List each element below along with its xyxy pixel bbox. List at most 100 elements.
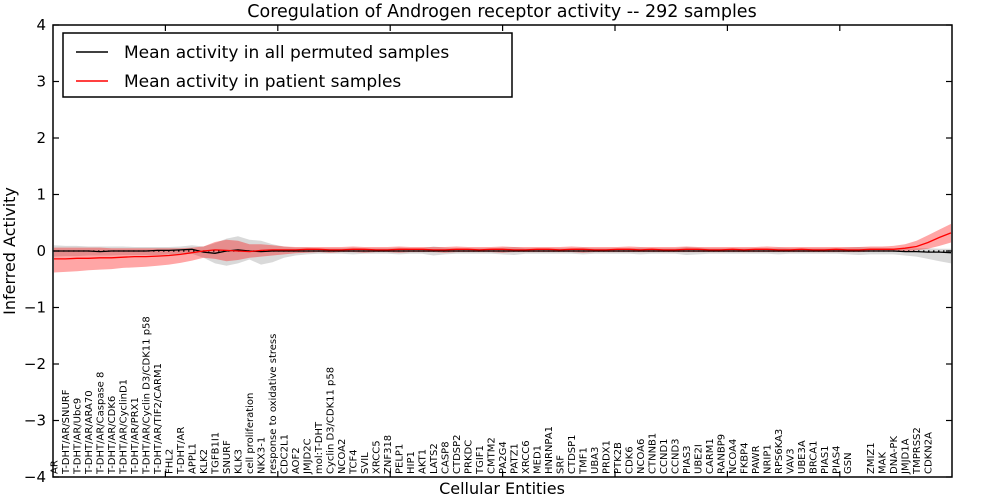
x-tick-label: AR bbox=[50, 460, 61, 474]
x-tick-label: cell proliferation bbox=[245, 393, 256, 474]
x-tick-label: CDK6 bbox=[625, 446, 636, 474]
legend-label-permuted: Mean activity in all permuted samples bbox=[124, 43, 449, 63]
x-tick-label: AOF2 bbox=[291, 447, 302, 474]
x-tick-label: T-DHT/AR/CDK6 bbox=[107, 396, 118, 475]
x-tick-label: PRKDC bbox=[464, 440, 475, 474]
x-tick-label: T-DHT/AR/PRX1 bbox=[130, 397, 141, 475]
y-tick-label: 3 bbox=[36, 73, 46, 91]
x-tick-label: CMTM2 bbox=[487, 437, 498, 474]
x-tick-label: CTNNB1 bbox=[648, 433, 659, 474]
legend-label-patient: Mean activity in patient samples bbox=[124, 72, 401, 92]
y-tick-label: −1 bbox=[24, 299, 46, 317]
x-tick-label: RANBP9 bbox=[717, 434, 728, 474]
x-tick-label: PELP1 bbox=[395, 444, 406, 474]
x-tick-label: MAK bbox=[878, 452, 889, 474]
x-tick-label: SVIL bbox=[360, 452, 371, 474]
x-tick-label: HIP1 bbox=[406, 451, 417, 474]
legend-box bbox=[62, 32, 513, 98]
patient-band bbox=[54, 223, 951, 273]
x-tick-label: LATS2 bbox=[429, 443, 440, 474]
y-tick-label: −4 bbox=[24, 468, 46, 486]
x-tick-label: CTDSP1 bbox=[567, 434, 578, 474]
x-tick-label: BRCA1 bbox=[809, 441, 820, 475]
x-tick-label: FHL2 bbox=[165, 449, 176, 474]
x-tick-label: Cyclin D3/CDK11 p58 bbox=[326, 367, 337, 474]
y-tick-label: −3 bbox=[24, 412, 46, 430]
x-tick-label: NKX3-1 bbox=[257, 437, 268, 474]
x-tick-label: NCOA4 bbox=[728, 439, 739, 474]
x-tick-label: TCF4 bbox=[349, 449, 360, 475]
x-tick-label: T-DHT/AR/ARA70 bbox=[84, 390, 95, 475]
axis-ticks bbox=[53, 24, 952, 478]
x-tick-label: AKT1 bbox=[418, 449, 429, 474]
x-tick-label: CCND1 bbox=[659, 438, 670, 474]
x-tick-label: UBE3A bbox=[797, 440, 808, 474]
x-tick-label: XRCC5 bbox=[372, 440, 383, 474]
x-tick-label: MED1 bbox=[533, 445, 544, 474]
x-tick-label: PRDX1 bbox=[602, 440, 613, 474]
x-tick-label: SNURF bbox=[222, 440, 233, 474]
chart-title: Coregulation of Androgen receptor activi… bbox=[247, 2, 756, 22]
x-tick-label: UBA3 bbox=[590, 447, 601, 474]
x-tick-label: APPL1 bbox=[188, 443, 199, 474]
x-tick-label: T-DHT/AR/CyclinD1 bbox=[119, 379, 130, 475]
x-tick-label: mol:T-DHT bbox=[314, 421, 325, 474]
x-tick-label: CCND3 bbox=[671, 438, 682, 474]
x-tick-label: KLK2 bbox=[199, 449, 210, 474]
x-tick-label: CDC2L1 bbox=[280, 434, 291, 474]
x-tick-label: T-DHT/AR/SNURF bbox=[61, 389, 72, 475]
plot-frame bbox=[52, 24, 953, 478]
x-tick-label: NCOA6 bbox=[636, 439, 647, 474]
y-tick-label: 2 bbox=[36, 129, 46, 147]
x-axis-label: Cellular Entities bbox=[439, 479, 565, 498]
x-tick-label: PIAS4 bbox=[832, 445, 843, 474]
x-tick-label: PIAS1 bbox=[820, 445, 831, 474]
x-tick-label: ZNF318 bbox=[383, 435, 394, 474]
x-tick-label: VAV3 bbox=[786, 448, 797, 474]
y-tick-labels: −4 −3 −2 −1 0 1 2 3 4 bbox=[24, 16, 46, 486]
x-tick-label: response to oxidative stress bbox=[268, 334, 279, 474]
permuted-mean-line bbox=[54, 248, 952, 254]
x-tick-label: JMJD2C bbox=[303, 438, 314, 475]
y-tick-label: −2 bbox=[24, 355, 46, 373]
y-tick-label: 1 bbox=[36, 186, 46, 204]
confidence-bands bbox=[54, 223, 951, 273]
x-tick-label: CTDSP2 bbox=[452, 434, 463, 474]
x-tick-label: T-DHT/AR/Caspase 8 bbox=[96, 372, 107, 475]
x-tick-label: HNRNPA1 bbox=[544, 426, 555, 474]
x-tick-label: TGFB1I1 bbox=[211, 432, 222, 475]
x-tick-label: T-DHT/AR/TIF2/CARM1 bbox=[153, 363, 164, 475]
x-tick-label: XRCC6 bbox=[521, 440, 532, 474]
x-tick-label: CARM1 bbox=[705, 438, 716, 474]
legend: Mean activity in all permuted samples Me… bbox=[62, 32, 513, 98]
x-tick-label: PTK2B bbox=[613, 442, 624, 474]
x-tick-label: CDKN2A bbox=[924, 432, 935, 474]
series-lines bbox=[54, 232, 952, 260]
x-tick-label: SRF bbox=[556, 455, 567, 474]
x-tick-label: RPS6KA3 bbox=[774, 429, 785, 474]
x-tick-label: PA2G4 bbox=[498, 441, 509, 474]
x-tick-label: FKBP4 bbox=[740, 442, 751, 474]
x-tick-label: NCOA2 bbox=[337, 439, 348, 474]
x-tick-label: NRIP1 bbox=[763, 444, 774, 474]
x-tick-label: TMF1 bbox=[579, 447, 590, 475]
x-tick-label: T-DHT/AR/Cyclin D3/CDK11 p58 bbox=[142, 316, 153, 475]
x-tick-label: TGIF1 bbox=[475, 445, 486, 475]
patient-mean-line bbox=[54, 232, 952, 260]
x-tick-label: PAWR bbox=[751, 445, 762, 474]
y-axis-label: Inferred Activity bbox=[0, 187, 19, 315]
x-tick-label: TMPRSS2 bbox=[912, 427, 923, 475]
x-tick-label: ZMIZ1 bbox=[866, 442, 877, 474]
y-tick-label: 4 bbox=[36, 16, 46, 34]
x-tick-label: T-DHT/AR bbox=[176, 427, 187, 475]
x-tick-label: PIAS3 bbox=[682, 445, 693, 474]
x-tick-label: JMJD1A bbox=[901, 438, 912, 475]
x-tick-label: CASP8 bbox=[441, 441, 452, 474]
y-tick-label: 0 bbox=[36, 242, 46, 260]
x-tick-label: GSN bbox=[843, 452, 854, 474]
x-tick-label: UBE2I bbox=[694, 444, 705, 474]
x-tick-label: DNA-PK bbox=[889, 436, 900, 474]
x-tick-label: KLK3 bbox=[234, 449, 245, 474]
